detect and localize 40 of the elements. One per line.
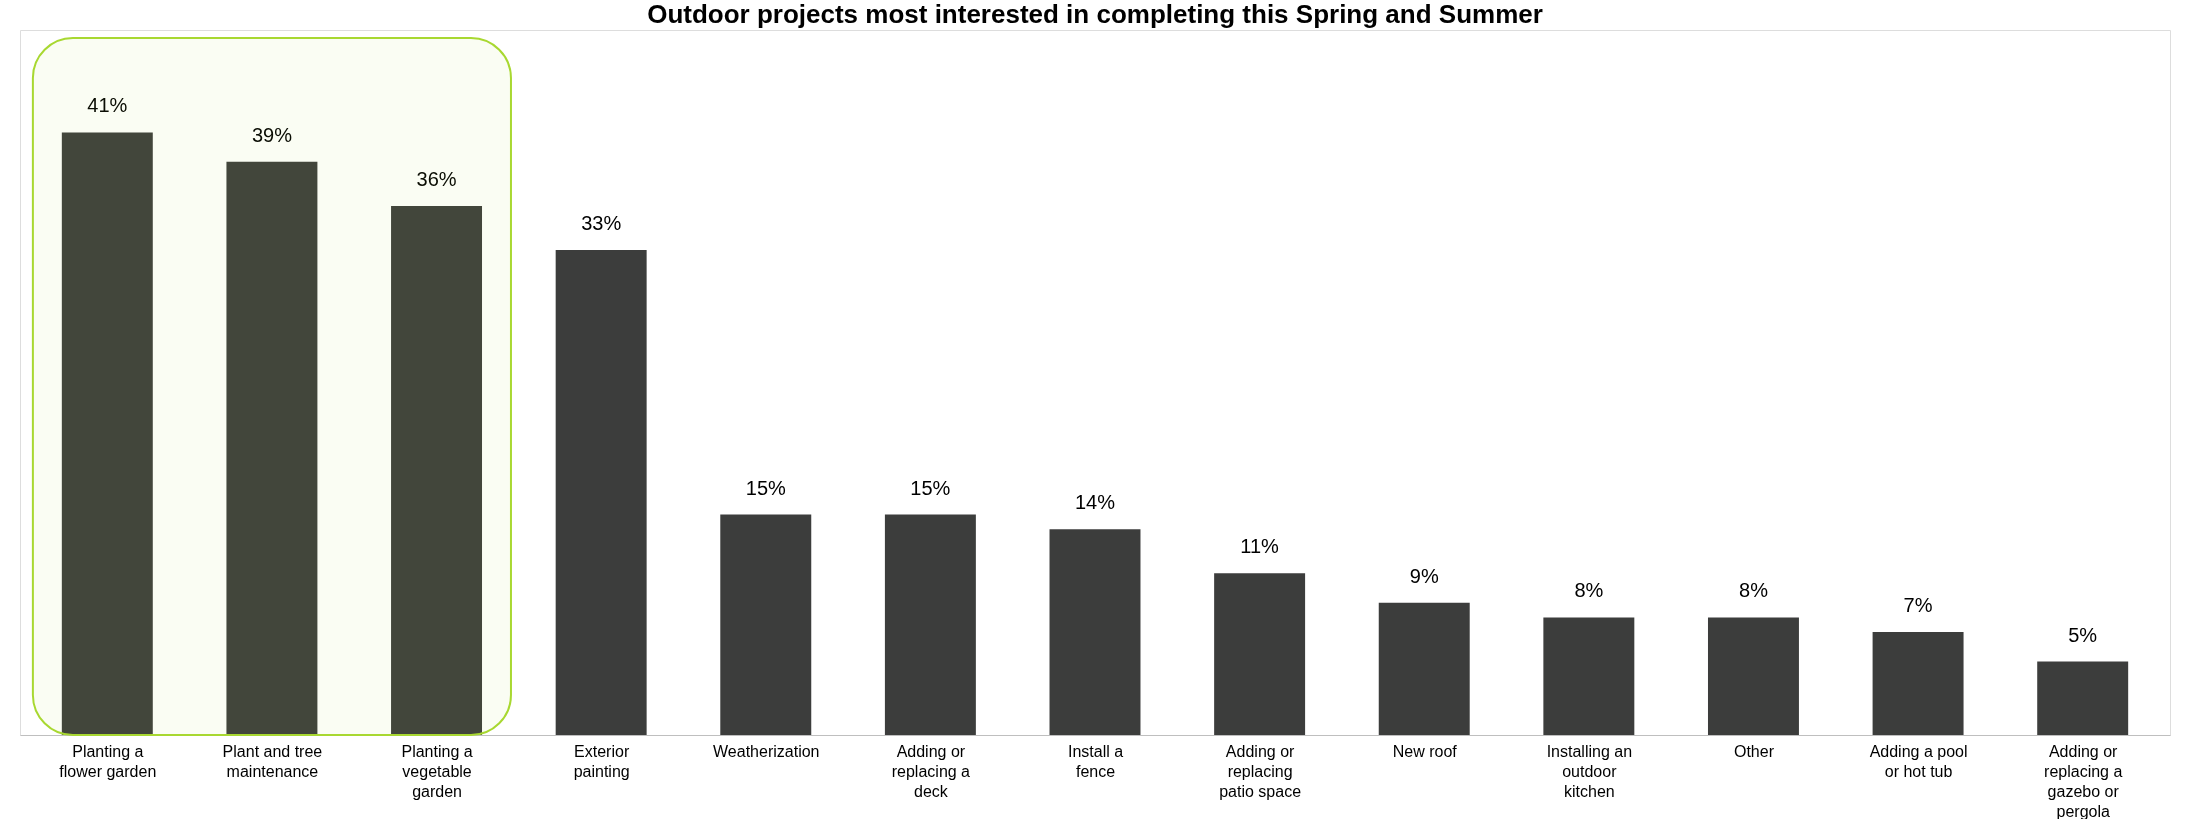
x-tick-label: Adding or replacing patio space <box>1219 742 1302 800</box>
data-label: 7% <box>1903 594 1933 617</box>
data-label: 8% <box>1574 579 1604 602</box>
x-tick-label: New roof <box>1392 742 1458 760</box>
data-label: 14% <box>1074 491 1116 514</box>
x-tick-label: Planting a vegetable garden <box>401 742 473 800</box>
data-label: 15% <box>745 476 786 499</box>
data-label: 5% <box>2068 623 2098 646</box>
data-label: 8% <box>1739 579 1769 602</box>
data-label: 41% <box>87 94 128 117</box>
bar <box>1872 632 1964 735</box>
x-tick-label: Installing an outdoor kitchen <box>1546 742 1633 800</box>
x-tick-label: Install a fence <box>1067 742 1124 780</box>
bar <box>1543 617 1635 735</box>
data-label: 11% <box>1240 535 1280 558</box>
x-tick-label: Other <box>1733 742 1775 760</box>
bar <box>1049 529 1141 735</box>
bar <box>720 514 812 735</box>
bar <box>2037 661 2129 735</box>
bar <box>555 250 647 735</box>
chart-title: Outdoor projects most interested in completing this Spring and Summer <box>647 0 1543 29</box>
data-label: 15% <box>910 476 951 499</box>
bar <box>61 132 153 735</box>
x-tick-label: Plant and tree maintenance <box>222 742 323 780</box>
x-tick-label: Adding or replacing a deck <box>891 742 971 800</box>
x-tick-label: Adding or replacing a gazebo or pergola <box>2044 742 2123 820</box>
data-label: 33% <box>581 212 622 235</box>
data-label: 36% <box>416 167 457 190</box>
data-label: 9% <box>1409 564 1439 587</box>
x-tick-label: Exterior painting <box>573 742 630 780</box>
bar <box>1378 602 1470 735</box>
x-tick-label: Planting a flower garden <box>59 742 157 780</box>
x-tick-label: Adding a pool or hot tub <box>1869 742 1968 780</box>
bar <box>391 205 483 735</box>
data-label: 39% <box>251 123 293 146</box>
bar <box>226 161 318 735</box>
bar <box>1707 617 1799 735</box>
x-tick-label: Weatherization <box>713 742 820 760</box>
bar <box>1214 573 1306 735</box>
bar <box>884 514 976 735</box>
